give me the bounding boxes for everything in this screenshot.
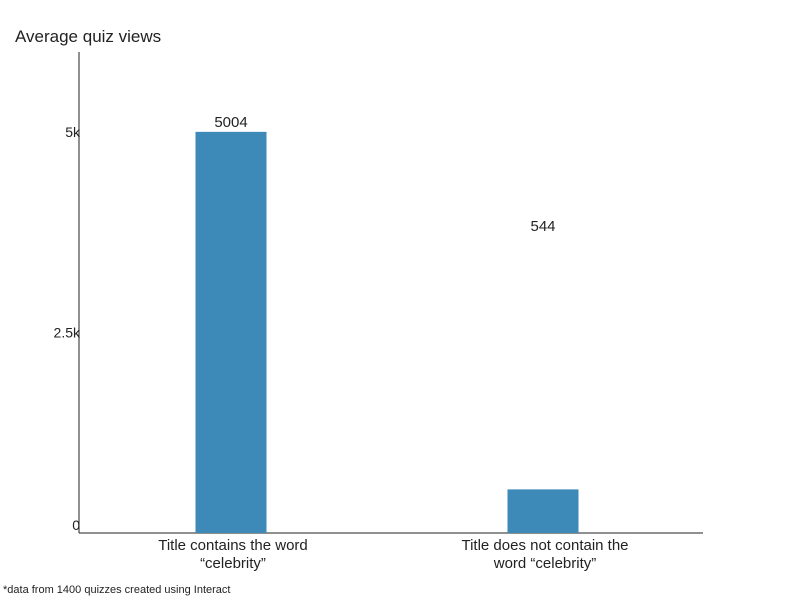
y-tick-label: 0 — [72, 517, 80, 533]
y-tick-label: 5k — [65, 124, 81, 140]
x-category-label: Title does not contain the — [461, 537, 628, 554]
x-category-label: “celebrity” — [200, 555, 266, 572]
bar — [507, 489, 579, 533]
plot-area: 0 2.5k 5k 5004 Title contains the word“celeb… — [54, 52, 703, 572]
data-label: 544 — [530, 218, 555, 235]
chart-title: Average quiz views — [15, 27, 161, 46]
x-category-label: word “celebrity” — [493, 555, 597, 572]
data-label: 5004 — [214, 114, 247, 131]
y-tick-label: 2.5k — [54, 325, 81, 341]
x-category-label: Title contains the word — [158, 537, 308, 554]
footnote: *data from 1400 quizzes created using In… — [3, 584, 230, 596]
bar — [195, 131, 267, 533]
